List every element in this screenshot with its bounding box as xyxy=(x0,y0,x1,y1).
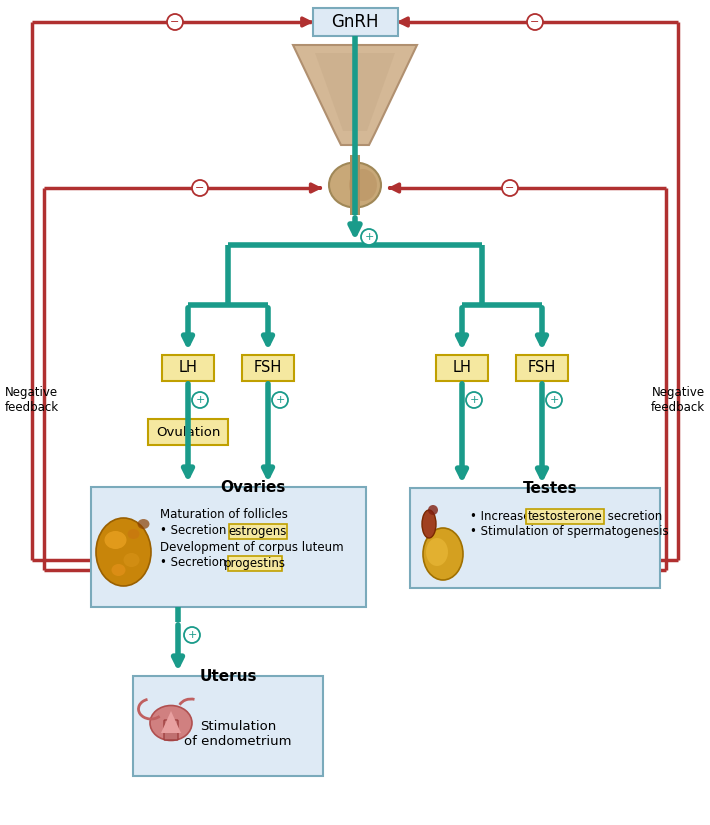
Text: +: + xyxy=(469,395,479,405)
Text: FSH: FSH xyxy=(528,361,556,375)
Text: −: − xyxy=(195,183,204,193)
Text: testosterone: testosterone xyxy=(528,510,602,522)
Text: estrogens: estrogens xyxy=(229,525,287,538)
Text: progestins: progestins xyxy=(224,557,285,569)
Circle shape xyxy=(527,14,543,30)
Text: +: + xyxy=(364,232,373,242)
Ellipse shape xyxy=(111,564,126,576)
Ellipse shape xyxy=(150,705,192,741)
Bar xyxy=(148,419,228,445)
Circle shape xyxy=(192,392,208,408)
Circle shape xyxy=(466,392,482,408)
Bar xyxy=(90,487,366,607)
Bar xyxy=(229,524,287,539)
Bar xyxy=(242,355,294,381)
Text: Stimulation
of endometrium: Stimulation of endometrium xyxy=(185,720,292,748)
Text: Negative
feedback: Negative feedback xyxy=(651,386,705,414)
Text: LH: LH xyxy=(452,361,471,375)
Bar xyxy=(133,676,323,776)
Ellipse shape xyxy=(423,528,463,580)
Bar xyxy=(162,355,214,381)
Text: LH: LH xyxy=(178,361,197,375)
Text: −: − xyxy=(506,183,515,193)
Circle shape xyxy=(272,392,288,408)
Text: Ovaries: Ovaries xyxy=(220,480,285,495)
Text: • Secretion of: • Secretion of xyxy=(160,525,246,538)
FancyBboxPatch shape xyxy=(164,720,178,740)
Bar xyxy=(436,355,488,381)
Text: • Stimulation of spermatogenesis: • Stimulation of spermatogenesis xyxy=(470,526,669,539)
Circle shape xyxy=(546,392,562,408)
Bar xyxy=(312,8,398,36)
Text: Negative
feedback: Negative feedback xyxy=(5,386,59,414)
Bar xyxy=(227,555,281,571)
Text: +: + xyxy=(187,630,197,640)
Ellipse shape xyxy=(422,510,436,538)
Text: Uterus: Uterus xyxy=(200,669,257,684)
Bar xyxy=(516,355,568,381)
Text: Development of corpus luteum: Development of corpus luteum xyxy=(160,540,344,554)
Circle shape xyxy=(184,627,200,643)
Text: FSH: FSH xyxy=(254,361,282,375)
Ellipse shape xyxy=(128,529,139,539)
Circle shape xyxy=(167,14,183,30)
Ellipse shape xyxy=(349,169,377,201)
Ellipse shape xyxy=(426,538,448,566)
Ellipse shape xyxy=(138,519,150,529)
Text: Ovulation: Ovulation xyxy=(155,426,220,439)
Ellipse shape xyxy=(428,505,438,515)
Ellipse shape xyxy=(124,553,139,567)
Text: GnRH: GnRH xyxy=(332,13,378,31)
Ellipse shape xyxy=(104,531,126,549)
Circle shape xyxy=(192,180,208,196)
Polygon shape xyxy=(315,53,395,131)
Circle shape xyxy=(361,229,377,245)
Text: • Secretion of: • Secretion of xyxy=(160,557,246,569)
Text: +: + xyxy=(275,395,285,405)
Polygon shape xyxy=(293,45,417,145)
Ellipse shape xyxy=(329,163,381,208)
Text: Testes: Testes xyxy=(523,481,577,496)
Text: −: − xyxy=(170,17,180,27)
Text: secretion: secretion xyxy=(604,510,662,522)
Bar xyxy=(350,155,360,215)
Text: • Increased: • Increased xyxy=(470,510,542,522)
Text: Maturation of follicles: Maturation of follicles xyxy=(160,508,288,521)
Text: +: + xyxy=(550,395,559,405)
Circle shape xyxy=(502,180,518,196)
Ellipse shape xyxy=(96,518,151,586)
Polygon shape xyxy=(161,711,181,733)
Text: +: + xyxy=(195,395,204,405)
Bar xyxy=(410,488,660,588)
Text: −: − xyxy=(530,17,540,27)
Bar xyxy=(526,508,604,524)
